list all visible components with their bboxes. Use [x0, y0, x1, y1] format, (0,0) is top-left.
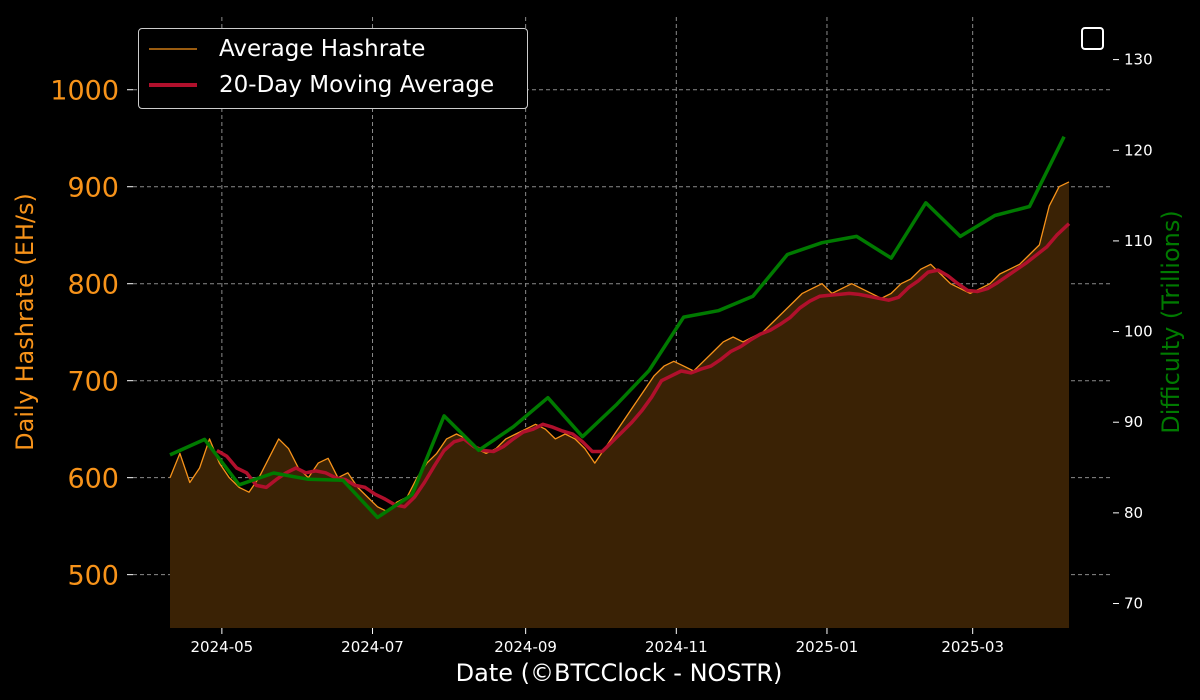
moving-average-line	[216, 222, 1071, 509]
y-tick-label: 600	[67, 464, 119, 495]
axes: 2024-05 2024-07 2024-09 2024-11 2025-01 2025-…	[50, 51, 1152, 656]
y2-tick-label: 110	[1124, 232, 1153, 250]
y2-tick-label: 130	[1124, 51, 1153, 69]
y-tick-label: 900	[67, 173, 119, 204]
legend-swatch-moving-average	[149, 83, 197, 87]
x-tick-label: 2025-01	[796, 638, 859, 656]
legend-item-hashrate: Average Hashrate	[149, 32, 425, 66]
legend-item-moving-average: 20-Day Moving Average	[149, 68, 494, 102]
legend-swatch-hashrate	[149, 48, 197, 50]
y2-tick-label: 70	[1124, 595, 1143, 613]
x-tick-label: 2024-11	[645, 638, 708, 656]
series-lines	[169, 135, 1071, 520]
y-tick-label: 1000	[50, 76, 119, 107]
hashrate-area-fill	[170, 181, 1069, 628]
y2-axis-label: Difficulty (Trillions)	[1157, 210, 1185, 433]
y-tick-label: 500	[67, 561, 119, 592]
y2-tick-label: 120	[1124, 141, 1153, 159]
hashrate-line	[169, 181, 1070, 513]
y2-tick-label: 90	[1124, 413, 1143, 431]
x-axis-label: Date (©BTCClock - NOSTR)	[456, 659, 783, 687]
y-tick-label: 700	[67, 367, 119, 398]
x-tick-label: 2024-09	[494, 638, 557, 656]
y2-tick-label: 100	[1124, 323, 1153, 341]
legend: Average Hashrate 20-Day Moving Average	[138, 28, 528, 109]
y-axis-label: Daily Hashrate (EH/s)	[11, 193, 39, 451]
legend-label-hashrate: Average Hashrate	[219, 36, 426, 62]
hashrate-area	[170, 181, 1069, 628]
x-tick-label: 2024-07	[341, 638, 404, 656]
legend-label-moving-average: 20-Day Moving Average	[219, 72, 495, 98]
y-tick-label: 800	[67, 270, 119, 301]
toggle-checkbox[interactable]	[1081, 27, 1104, 50]
x-tick-label: 2025-03	[941, 638, 1004, 656]
x-tick-label: 2024-05	[191, 638, 254, 656]
y2-tick-label: 80	[1124, 504, 1143, 522]
difficulty-line	[169, 135, 1066, 520]
